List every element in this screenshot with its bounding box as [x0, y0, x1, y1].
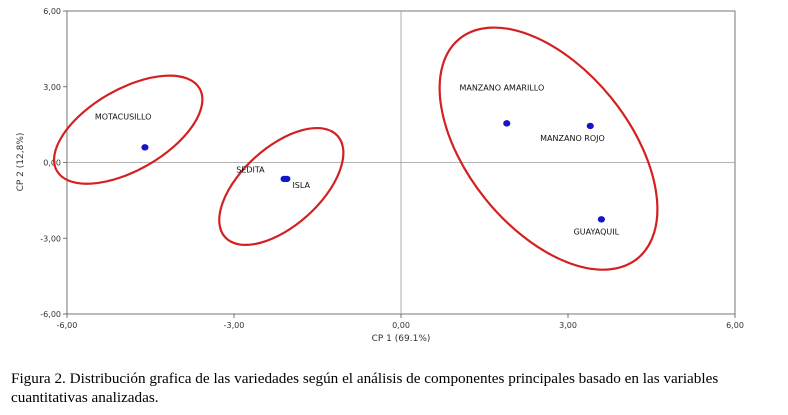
cluster-ellipses — [52, 26, 659, 271]
x-axis-title: CP 1 (69.1%) — [372, 334, 431, 344]
y-axis-title: CP 2 (12,8%) — [16, 133, 26, 192]
x-tick-label: -3,00 — [224, 321, 245, 330]
point-label: MOTACUSILLO — [95, 113, 152, 122]
x-tick-label: 3,00 — [559, 321, 577, 330]
data-points — [141, 120, 606, 223]
point-label: SEDITA — [236, 166, 265, 175]
y-tick-label: 0,00 — [43, 159, 61, 168]
data-point — [586, 122, 594, 130]
cluster-ellipse — [218, 126, 345, 247]
point-labels: MOTACUSILLO SEDITA ISLA MANZANO AMARILLO MAN… — [95, 84, 620, 237]
point-label: ISLA — [292, 181, 310, 190]
x-tick-label: 6,00 — [726, 321, 744, 330]
scatter-plot: -6,00 -3,00 0,00 3,00 6,00 -6,00 -3,00 0,00 3,00… — [16, 7, 744, 344]
x-tick-label: 0,00 — [392, 321, 410, 330]
point-label: MANZANO ROJO — [540, 134, 605, 143]
y-tick-label: 6,00 — [43, 7, 61, 16]
data-point — [141, 144, 149, 151]
axis-ticks: -6,00 -3,00 0,00 3,00 6,00 -6,00 -3,00 0,00 3,00… — [40, 7, 744, 330]
figure-caption: Figura 2. Distribución grafica de las va… — [11, 370, 719, 406]
cluster-ellipse — [52, 74, 204, 185]
data-point — [283, 175, 291, 183]
cluster-ellipse — [438, 26, 659, 271]
data-point — [503, 120, 511, 127]
point-label: MANZANO AMARILLO — [459, 84, 544, 93]
reference-lines — [67, 11, 735, 314]
y-tick-label: -3,00 — [40, 234, 61, 243]
point-label: GUAYAQUIL — [574, 227, 620, 236]
data-point — [597, 216, 606, 223]
y-tick-label: -6,00 — [40, 310, 61, 319]
x-tick-label: -6,00 — [57, 321, 78, 330]
y-tick-label: 3,00 — [43, 83, 61, 92]
